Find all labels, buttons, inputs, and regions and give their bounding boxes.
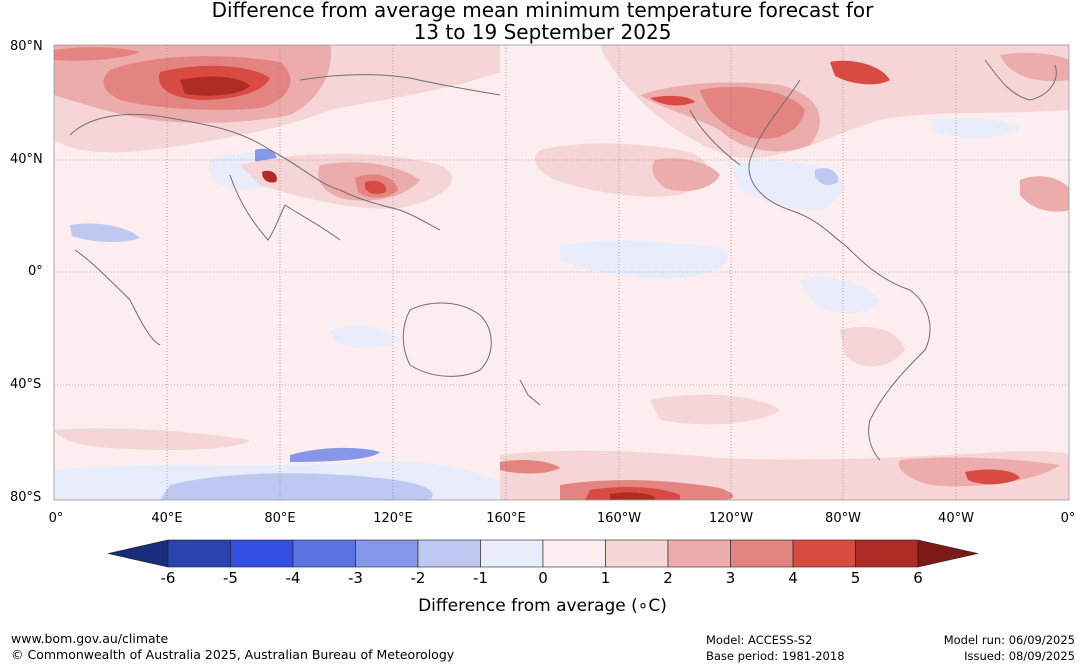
colorbar-tick-label: 1 xyxy=(600,569,611,587)
colorbar-segment xyxy=(355,539,419,568)
footer-model: Model: ACCESS-S2 xyxy=(706,633,813,647)
colorbar-tick-label: -6 xyxy=(160,569,176,587)
colorbar-segment xyxy=(167,539,231,568)
lat-label-80n: 80°N xyxy=(10,39,43,54)
colorbar-tick-label: -2 xyxy=(410,569,426,587)
colorbar-arrow-left xyxy=(107,539,169,568)
colorbar-title: Difference from average (∘C) xyxy=(418,596,667,616)
colorbar-tick-label: -3 xyxy=(348,569,363,587)
lon-label-0-left: 0° xyxy=(48,511,64,526)
footer-url: www.bom.gov.au/climate xyxy=(11,631,169,646)
positive-anomaly-areas xyxy=(54,45,1069,500)
footer-model-run: Model run: 06/09/2025 xyxy=(943,633,1075,647)
lon-label-0-right: 0° xyxy=(1060,511,1076,526)
map-title-line-1: Difference from average mean minimum tem… xyxy=(211,0,874,22)
colorbar-tick-label: 4 xyxy=(788,569,798,587)
colorbar-segment xyxy=(855,539,919,568)
colorbar-segment xyxy=(667,539,731,568)
footer-copyright: © Commonwealth of Australia 2025, Austra… xyxy=(11,647,455,662)
footer-base-period: Base period: 1981-2018 xyxy=(706,649,845,663)
colorbar-segment xyxy=(542,539,606,568)
colorbar-tick-label: -5 xyxy=(223,569,238,587)
lon-label-80w: 80°W xyxy=(825,511,861,526)
colorbar-tick-label: 0 xyxy=(538,569,548,587)
colorbar-tick-label: -4 xyxy=(285,569,301,587)
lon-label-120w: 120°W xyxy=(708,511,754,526)
lon-label-160w: 160°W xyxy=(596,511,642,526)
colorbar-tick-label: -1 xyxy=(473,569,488,587)
map-gridlines xyxy=(54,45,1069,500)
lat-label-40n: 40°N xyxy=(10,152,43,167)
colorbar-tick-label: 6 xyxy=(913,569,923,587)
lat-label-0: 0° xyxy=(28,264,43,279)
colorbar-segment xyxy=(730,539,794,568)
colorbar-segment xyxy=(292,539,356,568)
lon-label-160e: 160°E xyxy=(486,511,526,526)
colorbar-segment xyxy=(792,539,856,568)
colorbar-segment xyxy=(417,539,481,568)
colorbar-arrow-right xyxy=(917,539,979,568)
lat-label-80s: 80°S xyxy=(10,490,42,505)
colorbar-tick-label: 2 xyxy=(663,569,673,587)
colorbar-segment xyxy=(230,539,294,568)
map-title-line-2: 13 to 19 September 2025 xyxy=(413,20,672,44)
map-frame xyxy=(53,44,1070,501)
lon-label-120e: 120°E xyxy=(373,511,413,526)
lon-label-40e: 40°E xyxy=(151,511,183,526)
footer-issued: Issued: 08/09/2025 xyxy=(964,649,1075,663)
colorbar-tick-label: 5 xyxy=(850,569,861,587)
colorbar-segment xyxy=(605,539,669,568)
lon-label-80e: 80°E xyxy=(264,511,296,526)
lon-label-40w: 40°W xyxy=(938,511,974,526)
coastlines xyxy=(69,59,1057,461)
colorbar-tick-label: 3 xyxy=(725,569,736,587)
colorbar-segment xyxy=(480,539,544,568)
lat-label-40s: 40°S xyxy=(10,377,42,392)
